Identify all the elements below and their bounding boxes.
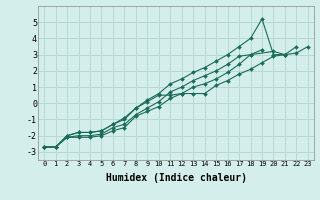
X-axis label: Humidex (Indice chaleur): Humidex (Indice chaleur) — [106, 173, 246, 183]
